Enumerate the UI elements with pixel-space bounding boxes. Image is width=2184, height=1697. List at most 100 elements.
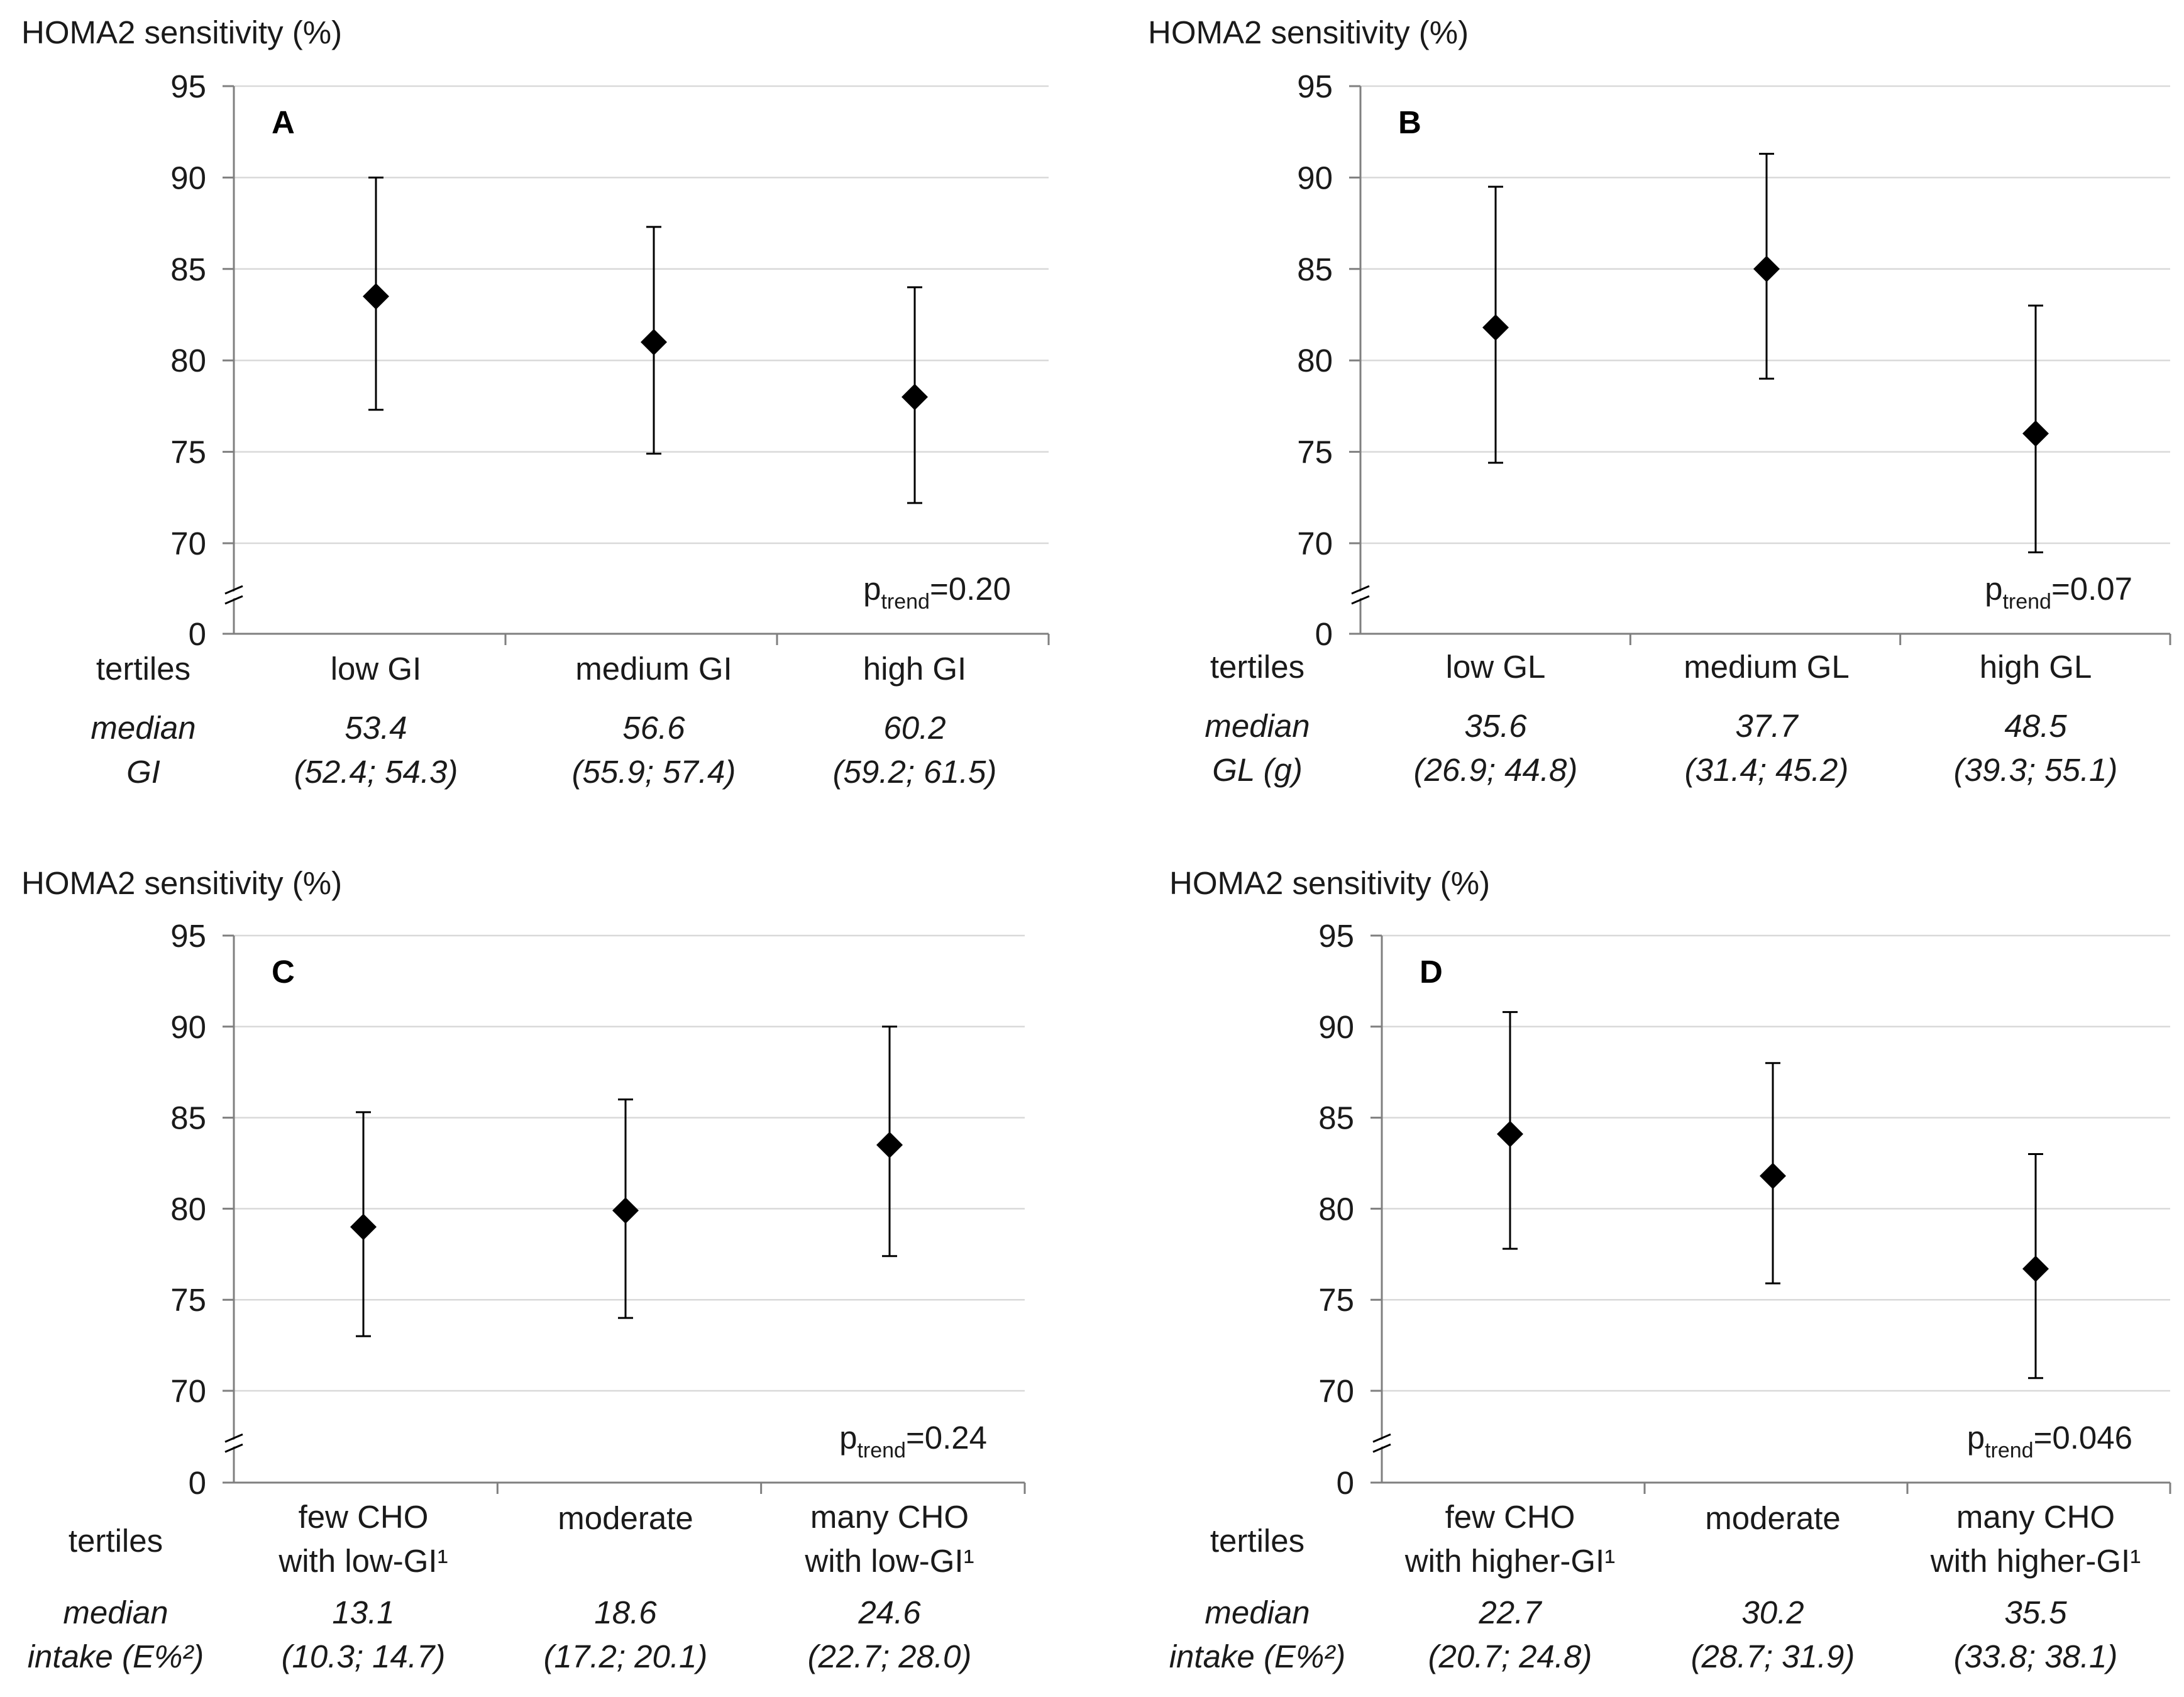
data-point-diamond <box>641 329 667 356</box>
category-label: high GL <box>1980 649 2092 685</box>
y-tick-label: 85 <box>1297 252 1333 287</box>
p-trend-subscript: trend <box>881 590 930 614</box>
category-label: with higher-GI¹ <box>1930 1543 2141 1579</box>
y-tick-label: 90 <box>170 1009 206 1045</box>
category-label: medium GI <box>575 651 732 687</box>
y-tick-label: 0 <box>189 616 206 652</box>
row-label-tertiles: tertiles <box>1210 649 1304 685</box>
y-tick-label: 90 <box>1318 1009 1354 1045</box>
axis-break-mark <box>1351 595 1370 605</box>
axis-break-mark <box>224 1433 243 1443</box>
category-label: moderate <box>1705 1500 1840 1536</box>
p-trend-label: ptrend=0.07 <box>1985 571 2132 614</box>
y-tick-label: 95 <box>170 69 206 104</box>
median-range: (59.2; 61.5) <box>833 754 997 790</box>
row-label-median: intake (E%²) <box>28 1639 204 1674</box>
y-tick-label: 95 <box>1318 918 1354 954</box>
axis-break-mark <box>224 585 243 595</box>
median-range: (52.4; 54.3) <box>294 754 458 790</box>
row-label-median: median <box>63 1595 168 1630</box>
p-trend-label: ptrend=0.24 <box>839 1420 987 1462</box>
data-point-diamond <box>2022 420 2049 447</box>
data-point-diamond <box>876 1132 903 1159</box>
p-trend-subscript: trend <box>2002 590 2051 614</box>
p-trend-p: p <box>839 1420 857 1456</box>
panel-letter: D <box>1420 954 1443 990</box>
p-trend-p: p <box>1985 571 2002 607</box>
row-label-median: median <box>91 710 196 746</box>
median-value: 22.7 <box>1478 1595 1542 1630</box>
data-point-diamond <box>2022 1255 2049 1282</box>
axis-break-mark <box>1372 1443 1391 1453</box>
p-trend-subscript: trend <box>857 1439 906 1462</box>
y-tick-label: 90 <box>1297 160 1333 196</box>
y-tick-label: 0 <box>1315 616 1333 652</box>
p-trend-p: p <box>1967 1420 1985 1456</box>
y-tick-label: 85 <box>1318 1100 1354 1136</box>
row-label-median: intake (E%²) <box>1169 1639 1346 1674</box>
y-tick-label: 70 <box>170 1373 206 1409</box>
row-label-tertiles: tertiles <box>96 651 190 687</box>
y-tick-label: 70 <box>1318 1373 1354 1409</box>
data-point-diamond <box>363 283 389 310</box>
y-axis-title: HOMA2 sensitivity (%) <box>21 865 342 901</box>
p-trend-value: =0.20 <box>930 571 1011 607</box>
axis-break-mark <box>224 1443 243 1453</box>
y-tick-label: 80 <box>170 1191 206 1227</box>
row-label-median: median <box>1205 708 1310 744</box>
axis-break-mask <box>224 1436 244 1450</box>
y-tick-label: 75 <box>1318 1282 1354 1318</box>
category-label: with higher-GI¹ <box>1404 1543 1615 1579</box>
y-tick-label: 70 <box>170 526 206 561</box>
panel-b: HOMA2 sensitivity (%) 70 75 80 85 90 95 0 Bptren… <box>1148 14 2171 788</box>
median-value: 60.2 <box>883 710 946 746</box>
median-range: (33.8; 38.1) <box>1954 1639 2118 1674</box>
category-label: many CHO <box>810 1499 969 1535</box>
p-trend-p: p <box>863 571 881 607</box>
panel-letter: B <box>1398 104 1421 140</box>
y-tick-label: 75 <box>170 434 206 470</box>
median-range: (22.7; 28.0) <box>808 1639 972 1674</box>
y-tick-label: 75 <box>1297 434 1333 470</box>
category-label: many CHO <box>1956 1499 2115 1535</box>
data-point-diamond <box>612 1197 639 1224</box>
y-tick-label: 80 <box>1297 343 1333 379</box>
p-trend-value: =0.046 <box>2034 1420 2132 1456</box>
y-tick-label: 70 <box>1297 526 1333 561</box>
panel-letter: C <box>272 954 295 990</box>
row-label-tertiles: tertiles <box>1210 1523 1304 1559</box>
median-range: (26.9; 44.8) <box>1414 752 1578 788</box>
median-value: 13.1 <box>332 1595 394 1630</box>
category-label: with low-GI¹ <box>804 1543 974 1579</box>
data-point-diamond <box>1482 314 1509 341</box>
y-tick-label: 95 <box>170 918 206 954</box>
row-label-median: GI <box>126 754 160 790</box>
median-value: 35.5 <box>2004 1595 2067 1630</box>
y-tick-label: 95 <box>1297 69 1333 104</box>
p-trend-value: =0.24 <box>906 1420 987 1456</box>
y-axis-title: HOMA2 sensitivity (%) <box>1169 865 1490 901</box>
category-label: moderate <box>558 1500 693 1536</box>
axis-break-mark <box>1372 1433 1391 1443</box>
category-label: low GI <box>331 651 422 687</box>
y-tick-label: 80 <box>1318 1191 1354 1227</box>
data-point-diamond <box>1760 1163 1786 1190</box>
median-range: (55.9; 57.4) <box>572 754 736 790</box>
median-value: 56.6 <box>622 710 685 746</box>
row-label-tertiles: tertiles <box>69 1523 163 1559</box>
category-label: high GI <box>863 651 966 687</box>
y-tick-label: 85 <box>170 252 206 287</box>
panel-c: HOMA2 sensitivity (%) 70 75 80 85 90 95 0 Cptren… <box>21 865 1026 1674</box>
y-tick-label: 0 <box>189 1465 206 1501</box>
median-value: 53.4 <box>345 710 407 746</box>
panel-d: HOMA2 sensitivity (%) 70 75 80 85 90 95 0 Dptren… <box>1169 865 2171 1674</box>
panel-letter: A <box>272 104 295 140</box>
category-label: with low-GI¹ <box>278 1543 448 1579</box>
data-point-diamond <box>902 384 928 411</box>
y-tick-label: 85 <box>170 1100 206 1136</box>
axis-break-mask <box>1372 1436 1392 1450</box>
median-range: (31.4; 45.2) <box>1685 752 1849 788</box>
median-value: 30.2 <box>1741 1595 1804 1630</box>
median-range: (10.3; 14.7) <box>282 1639 446 1674</box>
axis-break-mask <box>224 588 244 602</box>
